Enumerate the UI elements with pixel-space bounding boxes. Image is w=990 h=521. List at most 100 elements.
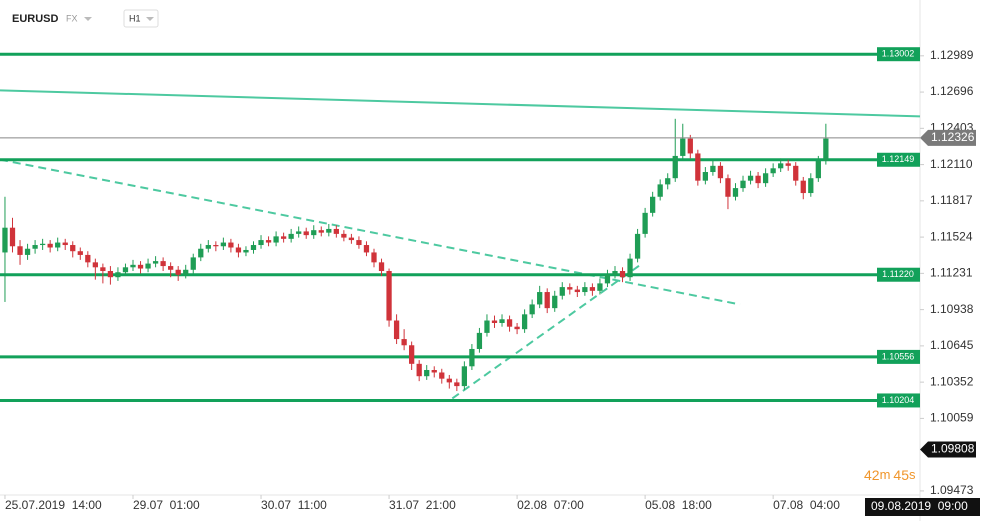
candle-body bbox=[521, 314, 528, 330]
candle-body bbox=[386, 271, 392, 321]
candle-body bbox=[175, 269, 181, 275]
candle-body bbox=[469, 348, 475, 367]
level-label-box bbox=[877, 393, 920, 408]
x-tick-label: 30.07 11:00 bbox=[261, 498, 327, 512]
y-tick-label: 1.10645 bbox=[930, 338, 974, 352]
candle-body bbox=[378, 262, 385, 272]
candle-body bbox=[416, 363, 422, 377]
x-tick-label: 31.07 21:00 bbox=[389, 498, 456, 512]
candle-body bbox=[800, 180, 806, 194]
trend-line bbox=[0, 158, 741, 306]
dropdown-arrow[interactable] bbox=[84, 17, 92, 21]
level-label: 1.13002 bbox=[882, 49, 915, 59]
timer-seconds: 45 bbox=[893, 467, 909, 483]
candle-body bbox=[815, 160, 821, 179]
y-tick-label: 1.10352 bbox=[930, 374, 974, 388]
timer-unit: s bbox=[909, 467, 916, 482]
candle-body bbox=[137, 264, 144, 269]
candle-body bbox=[70, 245, 76, 252]
market[interactable]: FX bbox=[66, 13, 78, 23]
candle-body bbox=[499, 319, 505, 323]
candle-body bbox=[702, 172, 708, 181]
symbol[interactable]: EURUSD bbox=[12, 13, 59, 25]
candle-body bbox=[190, 257, 196, 270]
candle-body bbox=[168, 266, 174, 270]
low-marker-label: 1.09808 bbox=[931, 442, 975, 456]
candle-body bbox=[62, 242, 68, 246]
level-label-box bbox=[877, 267, 920, 282]
candle-body bbox=[725, 178, 731, 197]
candle-body bbox=[732, 188, 739, 197]
level-label-box bbox=[877, 349, 920, 364]
candle-body bbox=[205, 245, 211, 249]
candle-body bbox=[506, 319, 513, 327]
candle-body bbox=[537, 292, 543, 305]
candle-body bbox=[228, 242, 234, 248]
timer-unit: m bbox=[880, 467, 891, 482]
candle-body bbox=[100, 267, 106, 272]
candle-body bbox=[296, 231, 302, 234]
candle-body bbox=[762, 173, 769, 184]
candle-body bbox=[650, 196, 656, 213]
candle-body bbox=[484, 320, 490, 333]
candle-body bbox=[220, 242, 227, 247]
candle-body bbox=[778, 163, 784, 169]
candle-body bbox=[491, 320, 498, 323]
timeframe-box[interactable] bbox=[123, 9, 159, 28]
candle-body bbox=[604, 274, 611, 284]
candle-body bbox=[642, 212, 648, 234]
candle-body bbox=[280, 236, 287, 239]
candle-body bbox=[333, 228, 339, 234]
candle-body bbox=[235, 247, 242, 253]
candle-body bbox=[303, 231, 309, 236]
candle-body bbox=[740, 180, 746, 189]
candle-body bbox=[785, 163, 791, 166]
candle-body bbox=[529, 304, 535, 315]
candle-body bbox=[461, 366, 468, 387]
candle-body bbox=[85, 254, 91, 263]
candle-body bbox=[326, 228, 332, 233]
candle-body bbox=[152, 261, 159, 264]
candle-body bbox=[657, 184, 663, 197]
timeframe[interactable]: H1 bbox=[129, 13, 141, 23]
candle-body bbox=[122, 267, 129, 273]
y-tick-label: 1.11231 bbox=[930, 266, 973, 280]
candle-body bbox=[808, 178, 814, 194]
crosshair-time: 09.08.2019 09:00 bbox=[871, 499, 968, 513]
candle-body bbox=[559, 287, 565, 296]
candle-body bbox=[747, 175, 754, 181]
candle-body bbox=[401, 339, 407, 346]
candle-body bbox=[634, 233, 641, 259]
y-tick-label: 1.12989 bbox=[930, 48, 974, 62]
dropdown-arrow[interactable] bbox=[146, 17, 154, 21]
candle-body bbox=[770, 168, 776, 174]
y-tick-label: 1.11524 bbox=[930, 229, 973, 243]
candle-body bbox=[514, 326, 520, 330]
candle-body bbox=[107, 271, 114, 278]
y-tick-label: 1.12696 bbox=[930, 84, 974, 98]
timer: 42m 45s bbox=[864, 467, 916, 483]
level-label: 1.10556 bbox=[882, 351, 915, 361]
y-tick-label: 1.11817 bbox=[930, 193, 973, 207]
candle-body bbox=[823, 138, 829, 161]
candle-body bbox=[597, 283, 603, 291]
candle-body bbox=[619, 271, 626, 278]
y-tick-label: 1.09473 bbox=[930, 483, 974, 497]
candle-body bbox=[717, 165, 724, 179]
candle-body bbox=[612, 271, 618, 275]
low-marker-box bbox=[920, 441, 976, 458]
x-tick-label: 29.07 01:00 bbox=[133, 498, 200, 512]
x-tick-label: 25.07.2019 14:00 bbox=[5, 498, 102, 512]
candle-body bbox=[567, 287, 573, 290]
trend-line bbox=[0, 89, 921, 118]
candle-body bbox=[393, 320, 400, 340]
candle-body bbox=[17, 246, 23, 255]
candle-body bbox=[710, 165, 716, 173]
candle-body bbox=[446, 378, 452, 383]
candle-body bbox=[793, 165, 799, 181]
level-label: 1.12149 bbox=[882, 154, 915, 164]
y-tick-label: 1.10059 bbox=[930, 411, 974, 425]
candle-body bbox=[371, 252, 377, 263]
